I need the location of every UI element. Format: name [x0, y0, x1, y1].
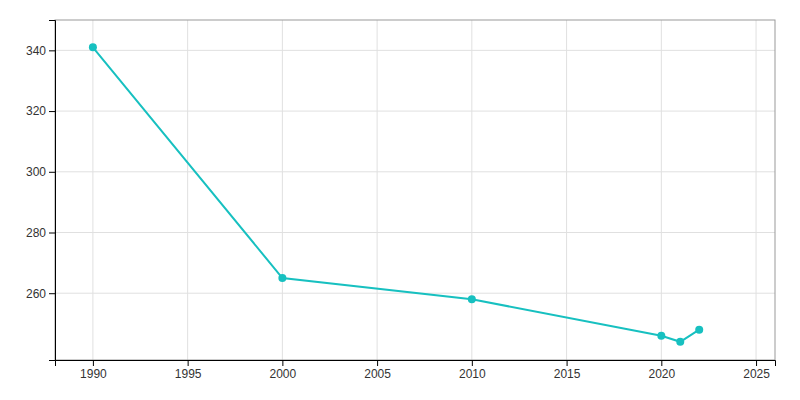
plot-frame: [55, 20, 775, 360]
y-tick-label: 340: [26, 44, 46, 58]
y-tick-mark: [49, 233, 55, 234]
x-axis: 1990 1995 2000 2005 2010 2015 2020 2025: [56, 360, 776, 381]
y-axis-line: [49, 21, 56, 361]
x-tick-mark: [93, 360, 94, 366]
y-grid-line: [55, 50, 775, 51]
x-axis-line: [56, 361, 776, 367]
x-tick-mark: [472, 360, 473, 366]
x-tick-label: 2015: [554, 367, 581, 381]
x-tick-mark: [188, 360, 189, 366]
y-tick-label: 300: [26, 165, 46, 179]
x-grid-line: [566, 20, 567, 360]
y-tick-label: 320: [26, 104, 46, 118]
x-tick: 2010: [459, 360, 486, 381]
x-grid-line: [187, 20, 188, 360]
data-line: [93, 47, 699, 341]
x-tick: 2020: [648, 360, 675, 381]
x-tick: 2005: [364, 360, 391, 381]
data-point: [468, 295, 476, 303]
x-tick-label: 2000: [270, 367, 297, 381]
data-point: [695, 326, 703, 334]
y-tick: 300: [26, 165, 55, 179]
x-tick-label: 1990: [80, 367, 107, 381]
y-grid-line: [55, 232, 775, 233]
y-axis: 260 280 300 320 340: [26, 21, 56, 361]
data-point: [657, 332, 665, 340]
x-tick-mark: [377, 360, 378, 366]
y-tick-mark: [49, 172, 55, 173]
data-point: [278, 274, 286, 282]
y-tick-label: 260: [26, 287, 46, 301]
x-grid-line: [756, 20, 757, 360]
y-grid-line: [55, 171, 775, 172]
x-tick-label: 2020: [648, 367, 675, 381]
x-tick: 1995: [175, 360, 202, 381]
x-tick-mark: [567, 360, 568, 366]
y-tick-mark: [49, 293, 55, 294]
x-tick-label: 2025: [743, 367, 770, 381]
data-marks: [89, 43, 703, 345]
y-tick: 260: [26, 287, 55, 301]
x-tick-label: 2010: [459, 367, 486, 381]
x-grid-line: [661, 20, 662, 360]
x-tick-label: 1995: [175, 367, 202, 381]
x-tick: 2000: [270, 360, 297, 381]
x-grid-line: [92, 20, 93, 360]
x-tick-mark: [661, 360, 662, 366]
x-grid-line: [282, 20, 283, 360]
y-grid-line: [55, 111, 775, 112]
x-tick: 2015: [554, 360, 581, 381]
x-tick-mark: [282, 360, 283, 366]
y-tick: 340: [26, 44, 55, 58]
chart-svg: 1990 1995 2000 2005 2010 2015 2020 2025 260 280 30…: [0, 0, 800, 400]
data-point: [676, 338, 684, 346]
chart-container: 1990 1995 2000 2005 2010 2015 2020 2025 260 280 30…: [0, 0, 800, 400]
data-point: [89, 43, 97, 51]
y-tick-mark: [49, 111, 55, 112]
grid: [55, 20, 775, 360]
y-tick-label: 280: [26, 226, 46, 240]
x-tick-label: 2005: [364, 367, 391, 381]
x-tick-mark: [756, 360, 757, 366]
x-grid-line: [377, 20, 378, 360]
y-tick: 320: [26, 104, 55, 118]
x-grid-line: [471, 20, 472, 360]
y-tick-mark: [49, 50, 55, 51]
y-tick: 280: [26, 226, 55, 240]
plot-area: 1990 1995 2000 2005 2010 2015 2020 2025 260 280 30…: [26, 20, 776, 381]
x-tick: 2025: [743, 360, 770, 381]
x-tick: 1990: [80, 360, 107, 381]
